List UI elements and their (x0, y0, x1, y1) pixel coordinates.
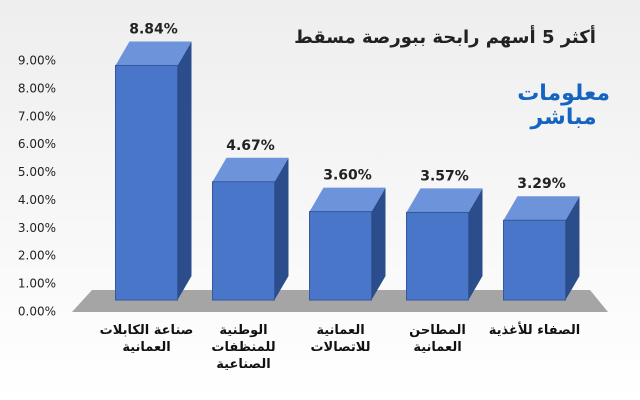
x-tick-label: الوطنية للمنظفات الصناعية (211, 323, 276, 372)
bar-top (115, 41, 192, 66)
y-tick-label: 8.00% (18, 81, 56, 95)
x-tick-label: العمانية للاتصالات (310, 323, 371, 355)
bar-side (565, 196, 580, 300)
y-tick-label: 0.00% (18, 305, 56, 319)
data-label: 3.60% (323, 168, 372, 184)
x-tick-label: الصفاء للأغذية (488, 323, 581, 338)
y-tick-label: 7.00% (18, 109, 56, 123)
bar (115, 64, 178, 301)
y-tick-label: 3.00% (18, 221, 56, 235)
bar-side (468, 188, 483, 300)
y-tick-label: 5.00% (18, 165, 56, 179)
chart-title: أكثر 5 أسهم رابحة ببورصة مسقط (294, 25, 596, 48)
bar-side (274, 157, 289, 300)
bar-top (309, 187, 386, 212)
data-label: 3.57% (420, 168, 469, 184)
y-tick-label: 6.00% (18, 137, 56, 151)
y-tick-label: 2.00% (18, 249, 56, 263)
bar-side (177, 41, 192, 301)
bar-top (406, 188, 483, 213)
bar (309, 211, 372, 301)
y-tick-label: 9.00% (18, 54, 56, 68)
y-tick-label: 1.00% (18, 277, 56, 291)
x-tick-label: المطاحن العمانية (409, 323, 466, 355)
bar-side (371, 187, 386, 300)
data-label: 4.67% (226, 138, 275, 154)
bar-top (503, 196, 580, 221)
bar (406, 211, 469, 301)
bar (212, 181, 275, 301)
logo: معلومات مباشر (517, 82, 610, 130)
x-tick-label: صناعة الكابلات العمانية (99, 323, 194, 355)
logo-text: مباشر (530, 105, 597, 130)
y-tick-label: 4.00% (18, 193, 56, 207)
logo-text: معلومات (517, 81, 610, 106)
data-label: 3.29% (517, 176, 566, 192)
data-label: 8.84% (129, 21, 178, 37)
bar (503, 219, 566, 301)
bar-top (212, 157, 289, 182)
floor (72, 290, 608, 312)
